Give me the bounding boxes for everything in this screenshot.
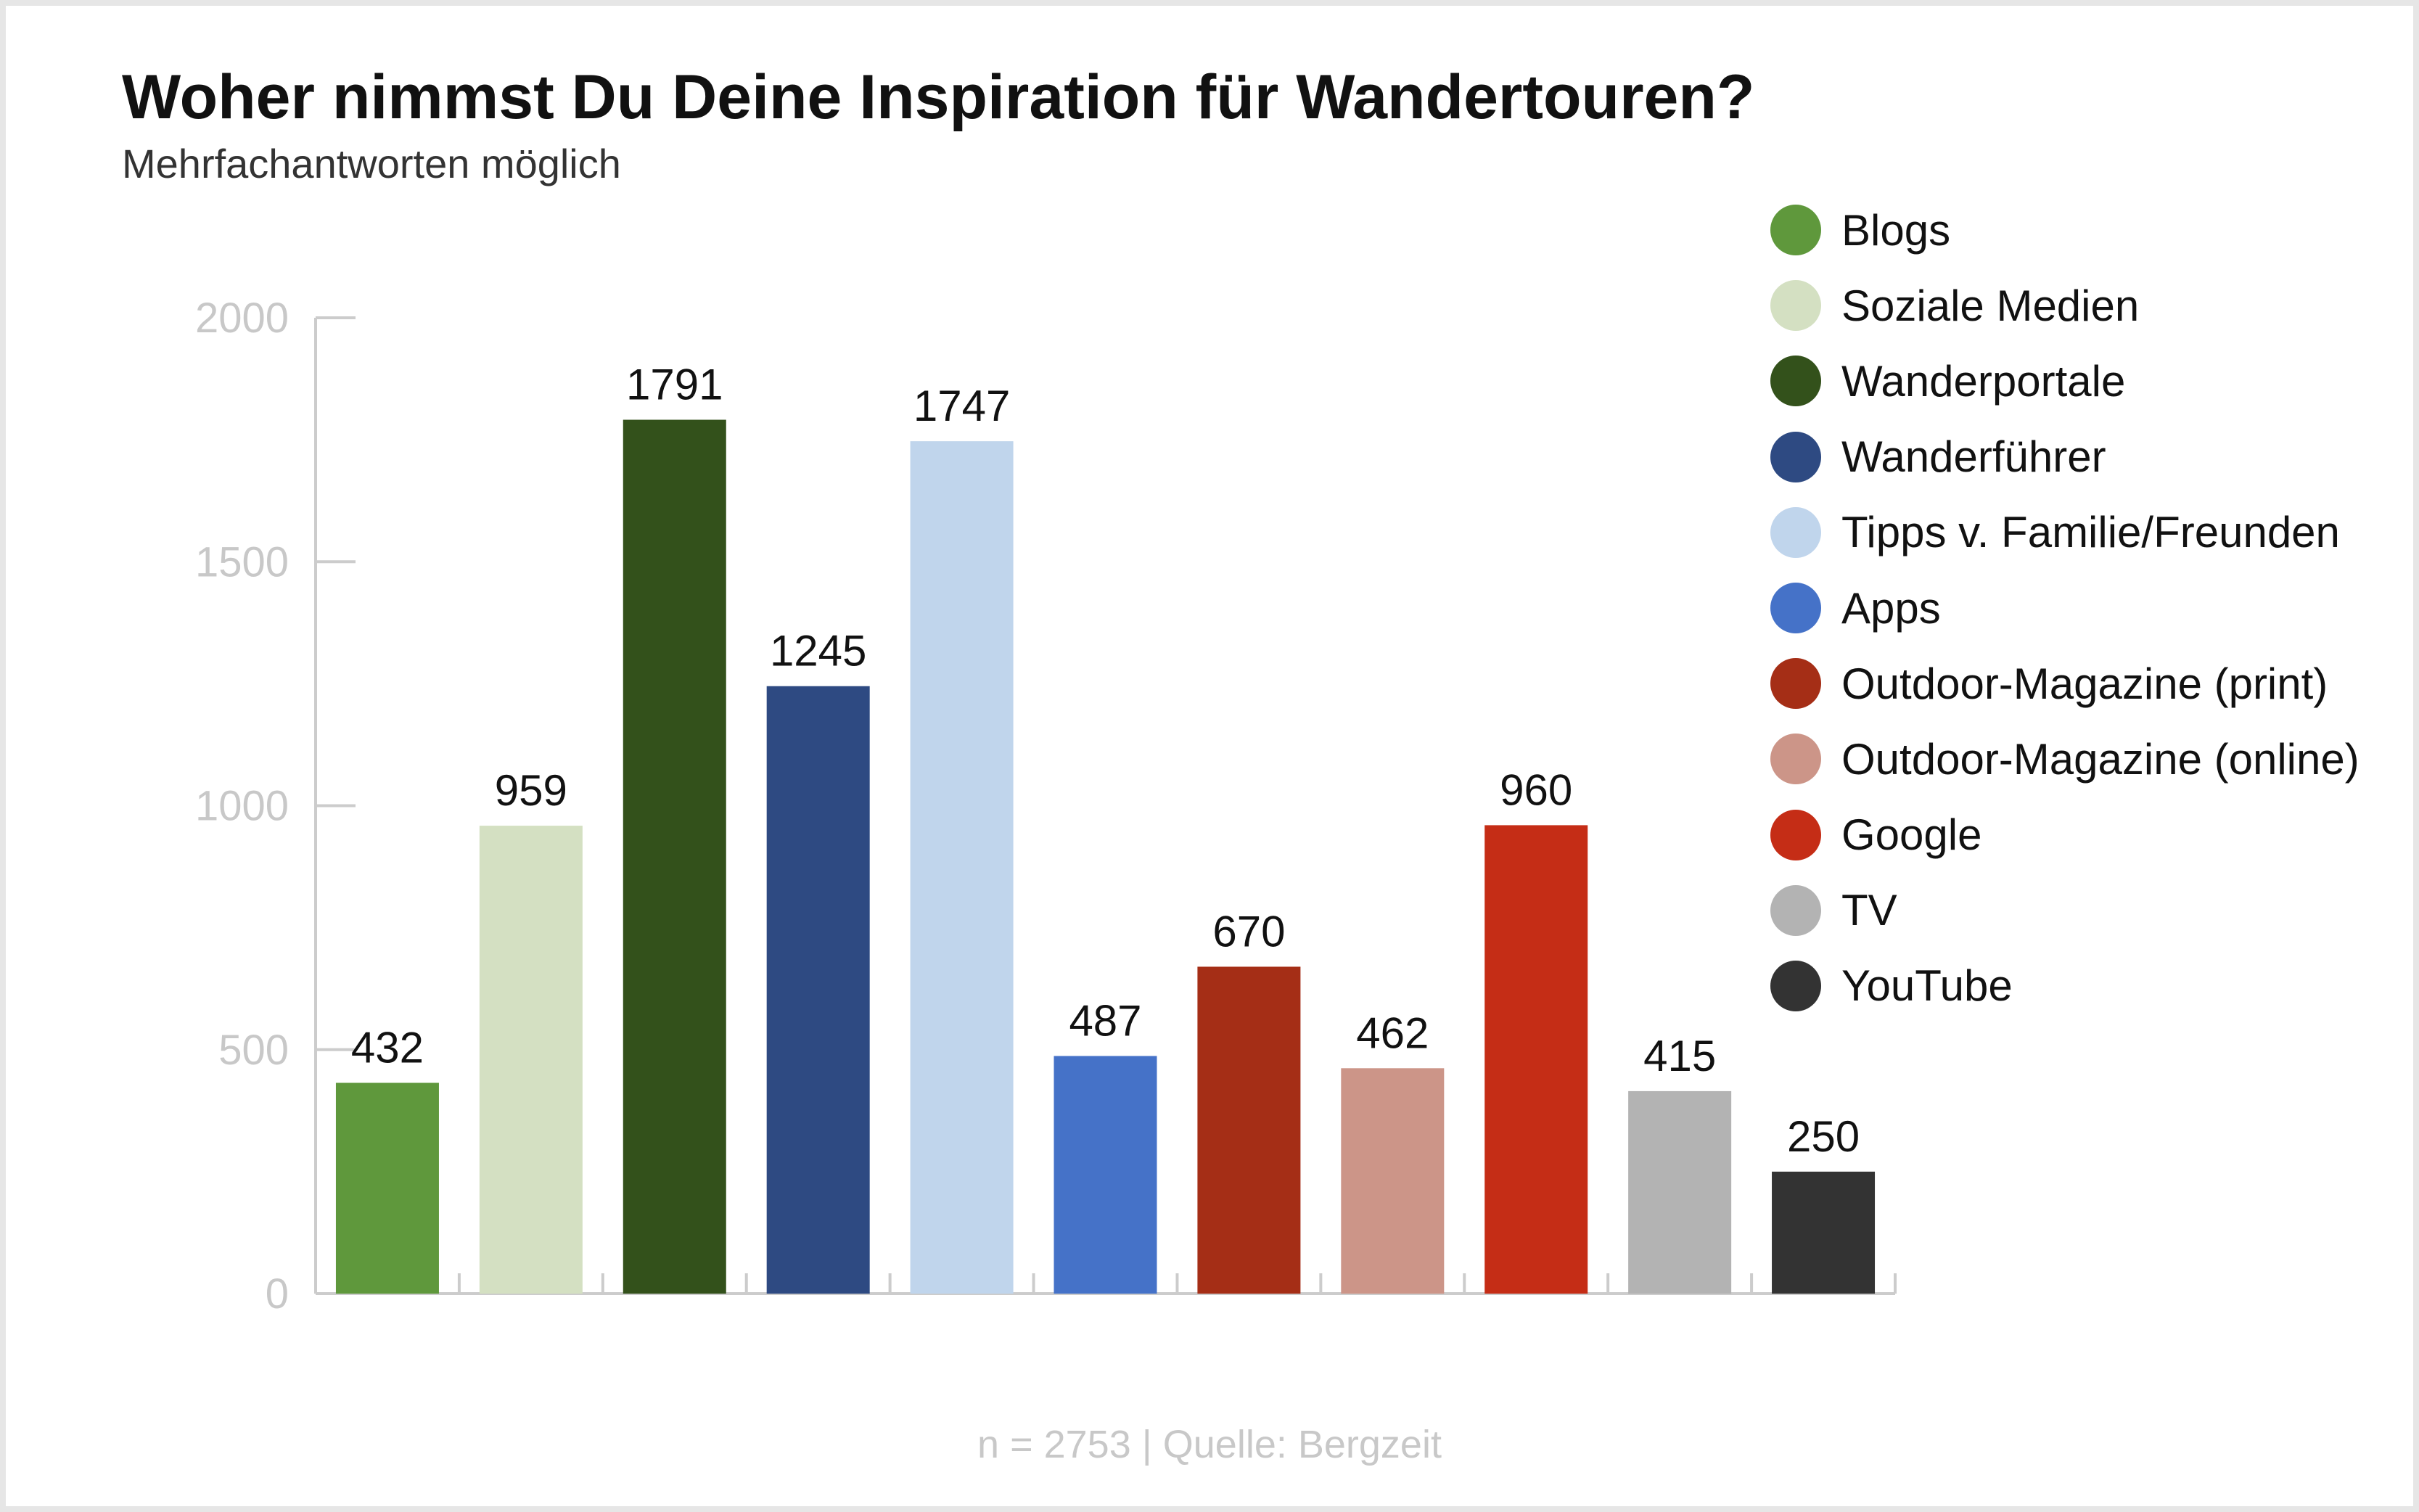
legend-item: Wanderführer [1770,419,2360,495]
legend-label: Apps [1841,583,1941,633]
legend-swatch [1770,431,1821,482]
legend-item: Blogs [1770,192,2360,268]
legend-item: Wanderportale [1770,343,2360,419]
legend-swatch [1770,658,1821,710]
legend-item: Tipps v. Familie/Freunden [1770,495,2360,570]
bar-outdoor-magazine-online- [1341,1068,1445,1294]
legend-label: TV [1841,886,1897,935]
legend-swatch [1770,809,1821,860]
bar-outdoor-magazine-print- [1197,966,1301,1294]
y-tick-label: 500 [218,1027,289,1074]
bar-google [1484,825,1588,1294]
legend-swatch [1770,960,1821,1011]
legend-item: Outdoor-Magazine (print) [1770,646,2360,721]
bar-blogs [335,1082,439,1294]
chart-subtitle: Mehrfachantworten möglich [122,141,621,186]
bar-value-label: 1791 [626,361,723,409]
chart-title: Woher nimmst Du Deine Inspiration für Wa… [122,62,1755,132]
legend-item: Soziale Medien [1770,268,2360,343]
bar-value-label: 1747 [913,382,1010,430]
bars [335,419,1876,1294]
legend-item: Google [1770,797,2360,873]
bar-value-label: 415 [1643,1032,1716,1080]
legend-label: Soziale Medien [1841,281,2140,330]
legend-label: Google [1841,810,1982,860]
legend-item: Outdoor-Magazine (online) [1770,721,2360,797]
legend-label: Outdoor-Magazine (online) [1841,734,2360,784]
legend-swatch [1770,734,1821,785]
legend-swatch [1770,583,1821,634]
legend-label: Wanderportale [1841,356,2126,406]
legend-item: Apps [1770,570,2360,646]
bar-value-label: 432 [351,1023,424,1072]
legend-item: TV [1770,873,2360,948]
y-tick-label: 2000 [195,295,289,342]
bar-tipps-v-familie-freunden [910,441,1014,1294]
bar-value-label: 462 [1356,1008,1429,1057]
legend-label: YouTube [1841,961,2013,1011]
bar-value-label: 250 [1787,1112,1860,1161]
legend-label: Outdoor-Magazine (print) [1841,659,2328,708]
legend-swatch [1770,884,1821,936]
y-tick-label: 1500 [195,538,289,586]
legend-label: Tipps v. Familie/Freunden [1841,508,2340,557]
y-tick-label: 0 [266,1270,289,1318]
legend-item: YouTube [1770,948,2360,1024]
bar-wanderportale [623,419,726,1294]
bar-value-label: 670 [1212,907,1285,956]
legend-swatch [1770,205,1821,256]
bar-wanderf-hrer [766,686,870,1294]
legend-swatch [1770,356,1821,407]
legend-swatch [1770,506,1821,558]
bar-tv [1628,1090,1732,1294]
y-tick-label: 1000 [195,783,289,830]
bar-soziale-medien [479,826,583,1294]
legend-label: Blogs [1841,205,1951,255]
bar-value-label: 959 [495,766,567,815]
value-labels: 432 959 1791 1245 1747 487 670 462 960 415 250 [351,361,1860,1161]
legend-swatch [1770,280,1821,332]
legend-label: Wanderführer [1841,432,2106,482]
bar-value-label: 960 [1500,765,1572,814]
bar-youtube [1772,1171,1876,1294]
bar-apps [1054,1056,1157,1294]
legend: Blogs Soziale Medien Wanderportale Wanderfü… [1770,192,2360,1024]
chart-footer: n = 2753 | Quelle: Bergzeit [977,1423,1442,1466]
bar-value-label: 1245 [770,627,866,675]
bar-value-label: 487 [1069,996,1141,1045]
